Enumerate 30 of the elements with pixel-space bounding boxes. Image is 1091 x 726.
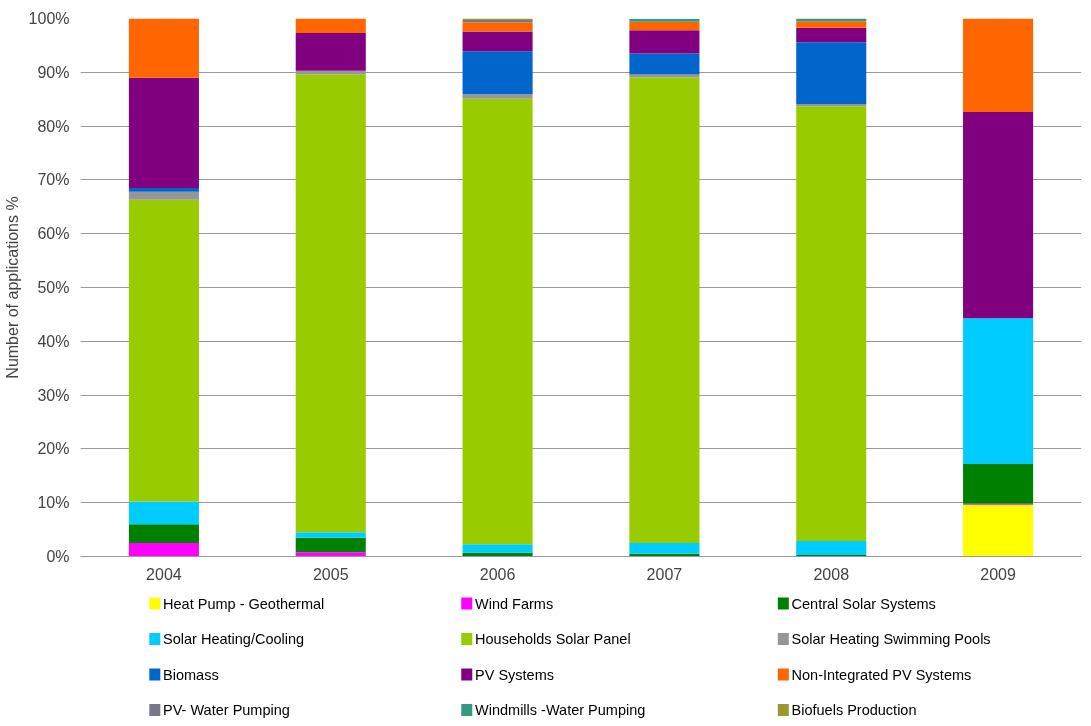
legend-label: Heat Pump - Geothermal: [163, 595, 325, 612]
x-tick-label: 2004: [146, 565, 182, 583]
x-tick-label: 2008: [813, 565, 850, 583]
legend-label: Biomass: [163, 666, 219, 683]
y-tick-label: 80%: [37, 117, 70, 135]
legend-label: Solar Heating/Cooling: [163, 631, 305, 647]
y-tick-label: 90%: [37, 63, 70, 81]
legend-label: PV Systems: [475, 666, 554, 683]
x-tick-label: 2006: [479, 565, 516, 583]
y-tick-label: 20%: [37, 440, 70, 458]
y-tick-label: 70%: [37, 171, 70, 189]
legend-label: Wind Farms: [475, 595, 554, 612]
x-tick-label: 2005: [312, 565, 349, 583]
legend-label: Non-Integrated PV Systems: [791, 666, 972, 683]
legend-label: Biofuels Production: [791, 702, 917, 718]
x-tick-label: 2007: [646, 565, 683, 583]
y-tick-label: 50%: [37, 279, 70, 296]
x-tick-label: 2009: [980, 565, 1016, 583]
legend-label: Central Solar Systems: [791, 595, 936, 612]
y-tick-label: 10%: [37, 494, 70, 512]
y-tick-label: 100%: [28, 10, 70, 27]
y-tick-label: 0%: [46, 548, 70, 565]
y-tick-label: 60%: [37, 225, 70, 243]
legend-label: Households Solar Panel: [475, 631, 631, 647]
y-tick-label: 30%: [37, 386, 70, 404]
y-tick-label: 40%: [37, 332, 70, 350]
legend-label: Windmills -Water Pumping: [475, 702, 646, 718]
legend-label: PV- Water Pumping: [163, 702, 290, 718]
legend-label: Solar Heating Swimming Pools: [791, 631, 991, 647]
y-axis-title: Number of applications %: [3, 196, 21, 379]
